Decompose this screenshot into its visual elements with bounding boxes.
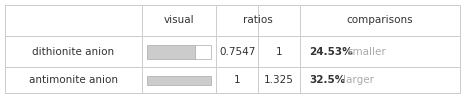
Text: comparisons: comparisons [347,15,413,25]
Text: 0.7547: 0.7547 [219,47,255,57]
Text: 1: 1 [234,75,240,85]
Text: 1: 1 [276,47,282,57]
Bar [147,45,195,59]
Text: smaller: smaller [347,47,386,57]
Text: dithionite anion: dithionite anion [32,47,114,57]
Text: ratios: ratios [243,15,273,25]
Text: 32.5%: 32.5% [309,75,345,85]
Bar [195,45,211,59]
Text: visual: visual [164,15,194,25]
Bar [147,76,211,85]
Text: larger: larger [343,75,374,85]
Text: 24.53%: 24.53% [309,47,353,57]
Text: 1.325: 1.325 [264,75,294,85]
Text: antimonite anion: antimonite anion [29,75,118,85]
